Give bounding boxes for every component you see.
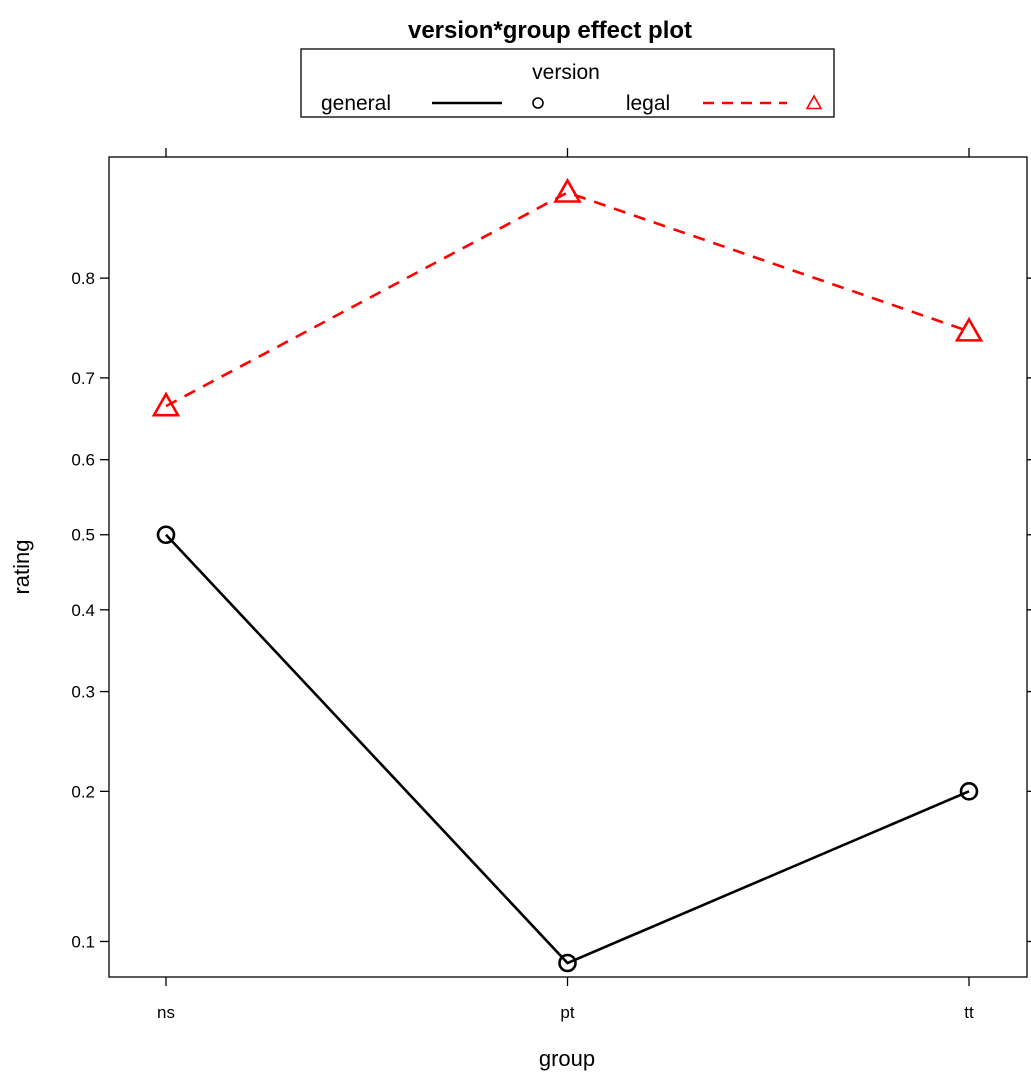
plot-frame xyxy=(108,156,1028,978)
x-tick-label: pt xyxy=(560,1003,574,1022)
y-tick-label: 0.7 xyxy=(71,369,95,388)
data-point-legal xyxy=(151,391,181,417)
chart-title: version*group effect plot xyxy=(408,17,692,44)
legend-label-legal: legal xyxy=(626,92,670,115)
data-point-general xyxy=(959,782,979,801)
x-axis: ns pt tt xyxy=(157,148,974,1022)
y-tick-label: 0.2 xyxy=(71,782,95,801)
x-tick-label: ns xyxy=(157,1003,175,1022)
series-layer xyxy=(151,177,984,973)
data-point-general xyxy=(558,953,577,973)
x-axis-label: group xyxy=(539,1046,595,1071)
series-line-general xyxy=(165,533,970,965)
y-axis: 0.1 0.2 0.3 0.4 0.5 0.6 0.7 0.8 xyxy=(71,269,1031,951)
legend-box xyxy=(300,48,835,118)
y-tick-label: 0.1 xyxy=(71,932,95,951)
data-point-legal xyxy=(954,316,984,342)
legend-title: version xyxy=(532,61,600,84)
legend-label-general: general xyxy=(321,92,391,115)
y-tick-label: 0.8 xyxy=(71,269,95,288)
data-point-legal xyxy=(553,177,582,203)
y-tick-label: 0.6 xyxy=(71,451,95,470)
data-point-general xyxy=(156,525,176,545)
y-tick-label: 0.5 xyxy=(71,526,95,545)
legend-triangle-marker xyxy=(805,94,823,110)
y-axis-label: rating xyxy=(9,539,34,594)
y-tick-label: 0.4 xyxy=(71,601,95,620)
series-line-legal xyxy=(165,191,970,408)
legend: version general legal xyxy=(300,48,835,118)
legend-circle-marker xyxy=(532,97,544,109)
x-tick-label: tt xyxy=(964,1003,974,1022)
y-tick-label: 0.3 xyxy=(71,683,95,702)
